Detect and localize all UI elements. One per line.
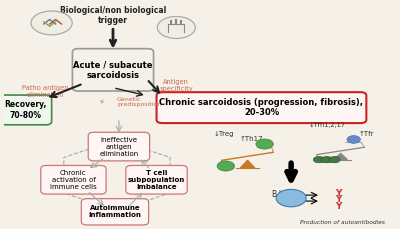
Circle shape — [256, 139, 273, 149]
Text: Production of autoantibodies: Production of autoantibodies — [300, 220, 385, 225]
Text: Patho antigen
elimination: Patho antigen elimination — [22, 85, 69, 98]
Circle shape — [313, 156, 324, 163]
Text: Chronic
activation of
immune cells: Chronic activation of immune cells — [50, 170, 97, 190]
Circle shape — [157, 16, 195, 38]
Circle shape — [347, 136, 360, 143]
Polygon shape — [334, 153, 347, 160]
Text: ↓Tfh1,2,17: ↓Tfh1,2,17 — [308, 122, 345, 128]
Text: T cell
subpopulation
imbalance: T cell subpopulation imbalance — [128, 170, 185, 190]
FancyBboxPatch shape — [41, 165, 106, 194]
Circle shape — [329, 156, 340, 163]
FancyBboxPatch shape — [81, 199, 149, 225]
Text: ⚡: ⚡ — [98, 97, 104, 106]
Text: ↑Th17: ↑Th17 — [240, 136, 263, 142]
Text: Y: Y — [336, 202, 342, 211]
FancyBboxPatch shape — [126, 165, 187, 194]
FancyBboxPatch shape — [0, 95, 52, 125]
Text: ↓Treg: ↓Treg — [214, 131, 234, 137]
Text: Acute / subacute
sarcoidosis: Acute / subacute sarcoidosis — [73, 60, 153, 79]
FancyBboxPatch shape — [156, 92, 366, 123]
Circle shape — [217, 161, 234, 171]
Text: Genetic
predisposition: Genetic predisposition — [117, 96, 161, 107]
Text: Biological/non biological
trigger: Biological/non biological trigger — [60, 6, 166, 25]
Circle shape — [321, 156, 332, 163]
Text: ineffective
antigen
elimination: ineffective antigen elimination — [99, 136, 138, 157]
Circle shape — [276, 189, 306, 207]
Text: Y: Y — [336, 195, 342, 204]
FancyBboxPatch shape — [72, 49, 154, 91]
Text: Autoimmune
inflammation: Autoimmune inflammation — [88, 205, 142, 218]
Text: Antigen
specificity: Antigen specificity — [160, 79, 193, 92]
FancyBboxPatch shape — [88, 132, 150, 161]
Text: Y: Y — [336, 189, 342, 198]
Circle shape — [31, 11, 72, 35]
Text: B-LP: B-LP — [271, 190, 288, 199]
Text: ↑Tfr: ↑Tfr — [359, 131, 374, 137]
Text: Recovery,
70-80%: Recovery, 70-80% — [5, 100, 47, 120]
Polygon shape — [240, 160, 255, 168]
Text: Chronic sarcoidosis (progression, fibrosis),
20-30%: Chronic sarcoidosis (progression, fibros… — [160, 98, 364, 117]
